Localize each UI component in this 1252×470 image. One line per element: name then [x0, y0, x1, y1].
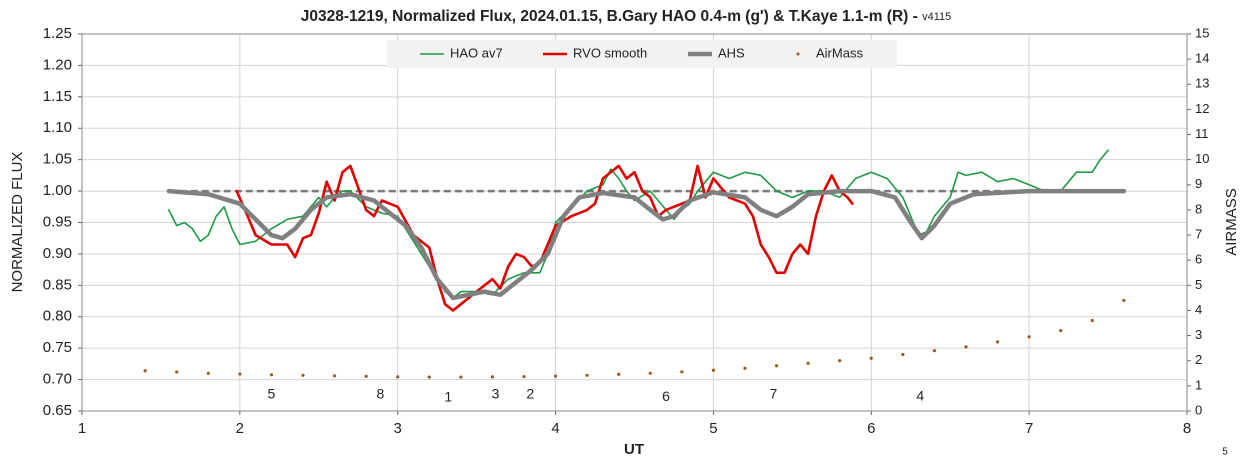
airmass-dot: [269, 373, 274, 377]
y-axis-label: NORMALIZED FLUX: [9, 152, 26, 293]
y2-tick-label: 0: [1195, 402, 1202, 417]
airmass-dot: [364, 374, 368, 378]
airmass-dot: [143, 369, 147, 373]
airmass-dot: [743, 366, 747, 370]
annotation: 2: [526, 385, 534, 401]
airmass-dot: [869, 356, 873, 360]
annotation: 1: [444, 389, 452, 405]
airmass-dot: [206, 371, 210, 375]
airmass-dot: [995, 340, 1000, 344]
x-tick-label: 7: [1025, 420, 1033, 437]
annotation: 4: [916, 387, 924, 403]
y-tick-label: 1.25: [43, 25, 72, 42]
y2-tick-label: 12: [1195, 101, 1209, 116]
y-tick-label: 1.20: [43, 56, 72, 73]
airmass-dot: [553, 374, 558, 378]
airmass-dot: [238, 372, 242, 376]
y-tick-label: 0.90: [43, 245, 72, 262]
y2-axis-label: AIRMASS: [1223, 188, 1240, 256]
y2-tick-label: 8: [1195, 201, 1202, 216]
airmass-dot: [459, 375, 463, 379]
legend: HAO av7 RVO smooth AHS AirMass: [387, 40, 897, 68]
airmass-dot: [617, 372, 621, 376]
series-line: [235, 164, 854, 312]
x-tick-label: 5: [709, 420, 717, 437]
title: J0328-1219, Normalized Flux, 2024.01.15,…: [301, 8, 922, 25]
y-tick-label: 0.80: [43, 308, 72, 325]
y2-tick-label: 1: [1195, 377, 1202, 392]
y-tick-label: 0.75: [43, 339, 72, 356]
y-tick-label: 1.15: [43, 88, 72, 105]
airmass-dot: [490, 375, 495, 379]
annotation: 8: [376, 385, 384, 401]
y2-tick-label: 3: [1195, 327, 1202, 342]
x-tick-label: 2: [236, 420, 244, 437]
airmass-dot: [427, 375, 431, 379]
airmass-dot: [964, 345, 968, 349]
y2-tick-label: 14: [1195, 51, 1209, 66]
y-tick-label: 1.10: [43, 119, 72, 136]
y-tick-label: 0.95: [43, 213, 72, 230]
plot-border: [81, 33, 1188, 412]
airmass-dot: [585, 373, 589, 377]
airmass-dot: [1059, 328, 1063, 333]
y2-tick-label: 11: [1195, 126, 1209, 141]
airmass-dot: [648, 371, 652, 375]
airmass-dot: [1090, 318, 1094, 323]
y-tick-label: 0.65: [43, 402, 72, 419]
airmass-dot: [175, 370, 179, 374]
airmass-dot: [838, 359, 842, 363]
airmass-dot: [774, 364, 779, 368]
airmass-dot: [332, 374, 337, 378]
y-tick-label: 1.00: [43, 182, 72, 199]
airmass-dot: [806, 361, 810, 365]
legend-label: HAO av7: [450, 45, 503, 60]
legend-swatch: [796, 52, 800, 56]
y2-tick-label: 7: [1195, 227, 1202, 242]
x-tick-label: 8: [1183, 420, 1191, 437]
legend-label: RVO smooth: [573, 45, 647, 60]
y2-tick-label: 9: [1195, 176, 1202, 191]
x-tick-label: 1: [78, 420, 86, 437]
airmass-dot: [711, 368, 716, 372]
airmass-dot: [396, 375, 400, 379]
x-axis-label: UT: [624, 441, 644, 458]
airmass-dot: [680, 370, 684, 374]
annotation: 7: [770, 385, 778, 401]
legend-label: AHS: [718, 45, 745, 60]
airmass-dot: [901, 352, 905, 357]
legend-box: [387, 40, 897, 68]
y2-tick-label: 4: [1195, 302, 1202, 317]
x-tick-label: 4: [551, 420, 559, 437]
y2-tick-label: 6: [1195, 252, 1202, 267]
x-tick-label: 3: [394, 420, 402, 437]
y2-tick-label: 2: [1195, 352, 1202, 367]
annotation: 6: [662, 388, 670, 404]
footer-text: 5: [1222, 447, 1228, 458]
airmass-dot: [932, 349, 937, 353]
series-line: [168, 149, 1109, 299]
annotation: 5: [268, 385, 276, 401]
subtitle: v4115: [922, 11, 951, 23]
series-line: [166, 188, 1127, 301]
y2-tick-label: 10: [1195, 151, 1209, 166]
y2-tick-label: 15: [1195, 25, 1209, 40]
airmass-dot: [522, 374, 526, 379]
legend-label: AirMass: [816, 45, 863, 60]
y2-tick-label: 13: [1195, 76, 1209, 91]
y2-tick-label: 5: [1195, 277, 1202, 292]
y-tick-label: 1.05: [43, 151, 72, 168]
y-tick-label: 0.85: [43, 276, 72, 293]
y-tick-label: 0.70: [43, 371, 72, 388]
airmass-dot: [301, 373, 305, 377]
x-tick-label: 6: [867, 420, 875, 437]
chart-title: J0328-1219, Normalized Flux, 2024.01.15,…: [301, 8, 952, 25]
airmass-dot: [1027, 335, 1031, 339]
airmass-dot: [1122, 298, 1126, 303]
annotation: 3: [492, 385, 500, 401]
